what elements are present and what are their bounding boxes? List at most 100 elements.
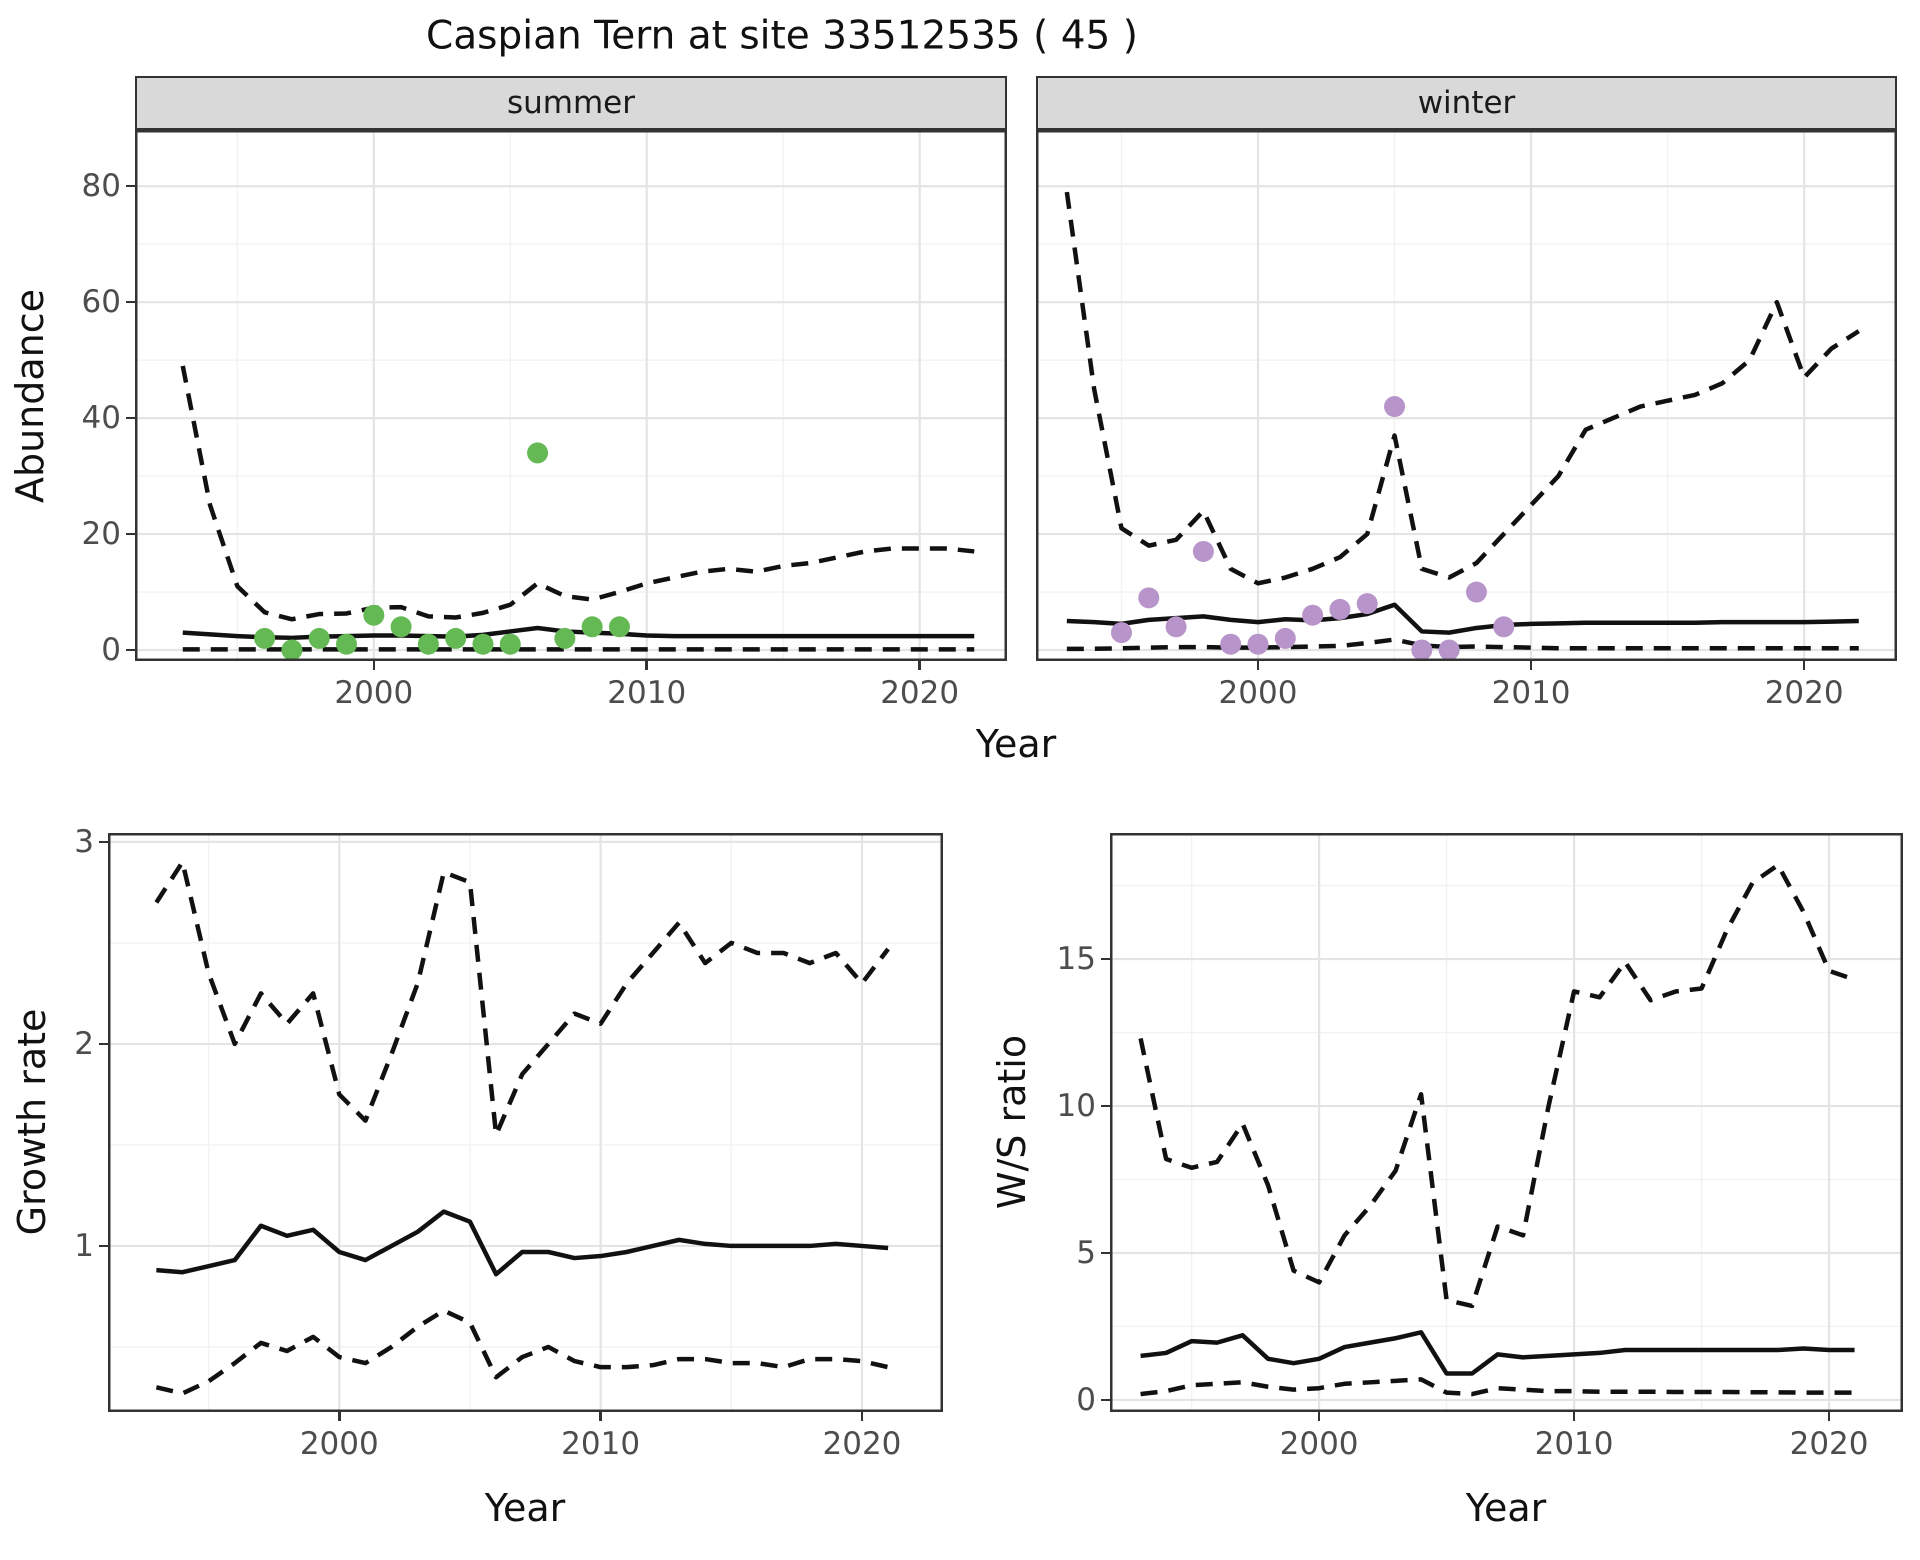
median-line <box>1140 1330 1855 1376</box>
data-point <box>1274 627 1296 649</box>
data-point <box>554 627 576 649</box>
upper-ci-line <box>1138 862 1856 1309</box>
y-tick-label: 60 <box>81 284 121 321</box>
y-tick-label: 15 <box>1056 941 1096 978</box>
panel-border <box>108 833 943 1412</box>
y-tick-label: 40 <box>81 400 121 437</box>
winter-abundance-panel <box>1036 130 1897 661</box>
x-tick-mark <box>599 1412 602 1421</box>
data-point <box>1329 598 1351 620</box>
x-tick-mark <box>1529 661 1533 670</box>
x-tick-mark <box>1827 1412 1831 1421</box>
y-tick-label: 80 <box>81 168 121 205</box>
data-point <box>472 633 494 655</box>
median-line <box>1066 602 1859 635</box>
data-point <box>417 633 439 655</box>
x-tick-label: 2010 <box>561 1426 641 1462</box>
upper-ci-line <box>180 365 975 622</box>
median-line <box>156 1209 889 1277</box>
abundance-axis-label: Abundance <box>8 288 52 504</box>
x-tick-mark <box>1317 1412 1321 1421</box>
y-tick-mark <box>1101 1104 1110 1108</box>
data-point <box>390 616 412 638</box>
y-tick-mark <box>126 184 135 188</box>
x-tick-mark <box>918 661 921 670</box>
data-point <box>608 616 630 638</box>
data-point <box>1138 587 1160 609</box>
lower-ci-line <box>1140 1377 1855 1397</box>
data-point <box>1192 540 1214 562</box>
data-point <box>363 604 385 626</box>
x-tick-label: 2000 <box>1279 1426 1359 1462</box>
x-tick-mark <box>1802 661 1806 670</box>
y-tick-label: 10 <box>1056 1088 1096 1125</box>
lower-ci-line <box>1066 637 1859 652</box>
panel-border <box>1110 833 1903 1412</box>
y-tick-label: 0 <box>1076 1381 1096 1418</box>
x-tick-label: 2010 <box>607 675 687 711</box>
data-point <box>336 633 358 655</box>
x-tick-label: 2010 <box>1491 675 1571 711</box>
y-tick-mark <box>1101 957 1110 961</box>
y-tick-mark <box>126 416 135 420</box>
ws-ratio-panel <box>1110 833 1903 1412</box>
y-tick-mark <box>126 532 135 536</box>
x-tick-label: 2020 <box>880 675 960 711</box>
lower-ci-line <box>155 1308 889 1396</box>
data-point <box>1465 581 1487 603</box>
y-tick-label: 2 <box>74 1025 94 1062</box>
facet-strip-summer: summer <box>135 76 1007 130</box>
x-tick-label: 2000 <box>299 1426 379 1462</box>
data-point <box>581 616 603 638</box>
growth-rate-panel <box>108 833 943 1412</box>
y-tick-label: 5 <box>1076 1234 1096 1271</box>
y-tick-mark <box>99 840 108 844</box>
data-point <box>1110 622 1132 644</box>
y-tick-mark <box>126 300 135 304</box>
data-point <box>499 633 521 655</box>
data-point <box>308 627 330 649</box>
y-tick-label: 1 <box>74 1227 94 1264</box>
y-tick-mark <box>1101 1251 1110 1255</box>
data-point <box>1411 639 1433 661</box>
growth-year-axis-label: Year <box>484 1486 566 1530</box>
y-tick-mark <box>126 648 135 652</box>
y-tick-mark <box>99 1244 108 1248</box>
panel-border <box>1036 130 1897 661</box>
x-tick-mark <box>1256 661 1260 670</box>
data-point <box>1356 593 1378 615</box>
data-point <box>1438 639 1460 661</box>
data-point <box>445 627 467 649</box>
x-tick-label: 2010 <box>1534 1426 1614 1462</box>
data-point <box>1493 616 1515 638</box>
panel-border <box>135 130 1007 661</box>
x-tick-label: 2020 <box>1764 675 1844 711</box>
facet-strip-summer-label: summer <box>506 85 635 121</box>
data-point <box>1384 396 1406 418</box>
upper-ci-line <box>154 859 890 1138</box>
ws-year-axis-label: Year <box>1465 1486 1547 1530</box>
data-point <box>281 639 303 661</box>
y-tick-mark <box>99 1042 108 1046</box>
summer-abundance-panel <box>135 130 1007 661</box>
y-tick-mark <box>1101 1398 1110 1402</box>
x-tick-mark <box>372 661 376 670</box>
x-tick-label: 2000 <box>1218 675 1298 711</box>
x-tick-mark <box>860 1412 864 1421</box>
x-tick-label: 2020 <box>1789 1426 1869 1462</box>
y-tick-label: 0 <box>101 631 121 668</box>
data-point <box>1220 633 1242 655</box>
x-tick-mark <box>1572 1412 1576 1421</box>
top-year-axis-label: Year <box>975 722 1057 766</box>
facet-strip-winter-label: winter <box>1417 85 1516 121</box>
x-tick-mark <box>338 1412 341 1421</box>
page-title: Caspian Tern at site 33512535 ( 45 ) <box>426 13 1138 59</box>
median-line <box>182 625 975 641</box>
data-point <box>527 442 549 464</box>
x-tick-label: 2000 <box>334 675 414 711</box>
data-point <box>254 627 276 649</box>
upper-ci-line <box>1064 191 1860 586</box>
data-point <box>1247 633 1269 655</box>
x-tick-label: 2020 <box>822 1426 902 1462</box>
